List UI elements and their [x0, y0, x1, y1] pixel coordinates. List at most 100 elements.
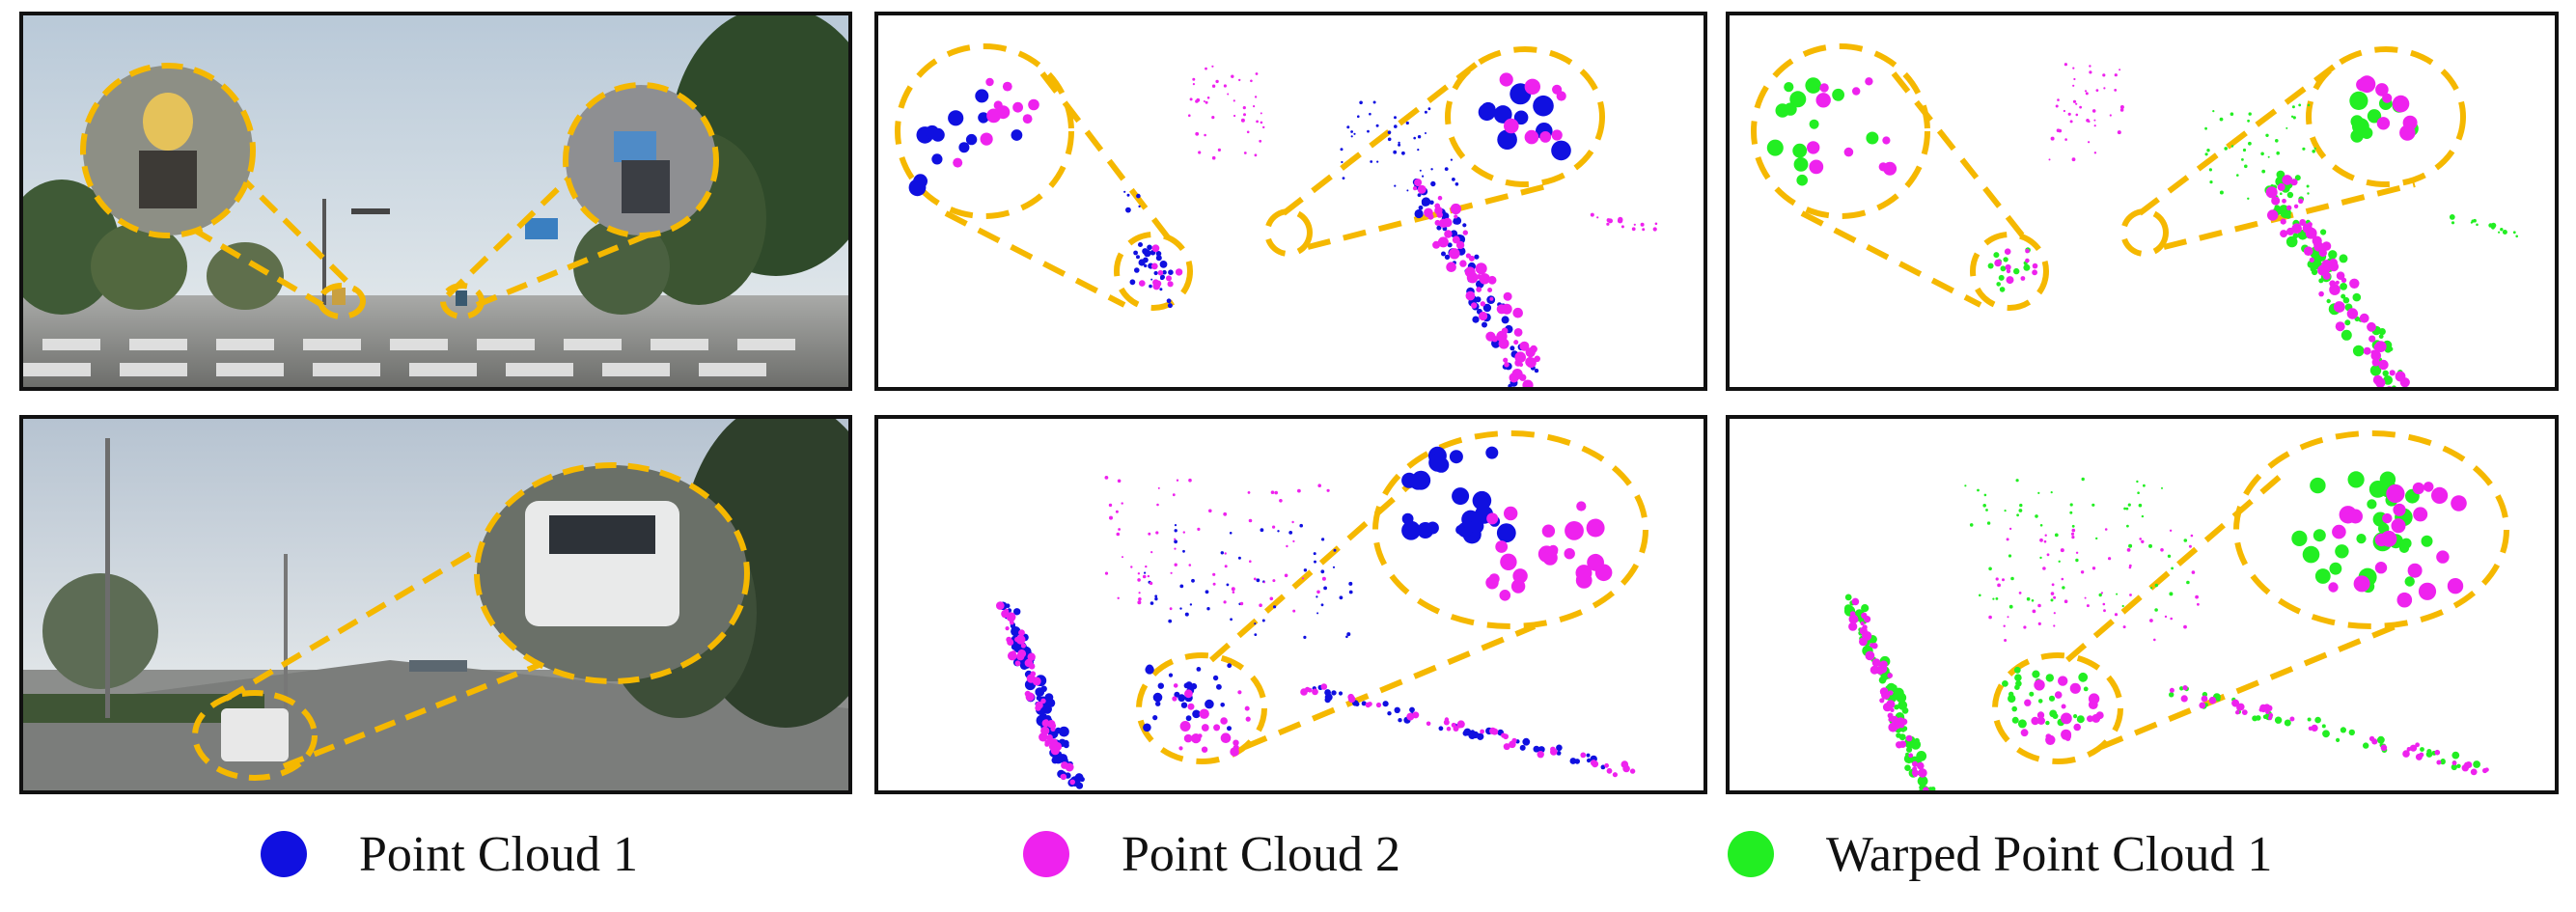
- point-cloud-1-point: [1277, 530, 1280, 533]
- point-cloud-1-point: [1288, 531, 1293, 535]
- point-cloud-2-point: [1227, 93, 1230, 96]
- warped-point-cloud-1-point: [2029, 691, 2035, 697]
- point-cloud-2-point: [1512, 568, 1528, 584]
- point-cloud-1-point: [1303, 635, 1307, 639]
- warped-point-cloud-view-row1: [1751, 43, 2518, 387]
- point-cloud-1-point: [1482, 303, 1492, 313]
- point-cloud-2-point: [1652, 227, 1657, 232]
- warped-point-cloud-1-point: [2137, 491, 2140, 494]
- point-cloud-2-point: [2375, 83, 2389, 97]
- point-cloud-1-point: [1450, 158, 1453, 161]
- point-cloud-2-point: [2086, 604, 2090, 608]
- point-cloud-2-point: [1537, 751, 1544, 759]
- point-cloud-1-point: [1189, 603, 1193, 606]
- point-cloud-2-point: [1642, 228, 1646, 232]
- point-cloud-2-point: [2241, 709, 2248, 715]
- warped-point-cloud-1-point: [2382, 370, 2389, 376]
- warped-point-cloud-1-point: [1861, 604, 1870, 613]
- warped-point-cloud-1-point: [2275, 139, 2279, 143]
- warped-point-cloud-1-point: [2186, 580, 2190, 585]
- point-cloud-2-point: [2332, 524, 2346, 539]
- warped-point-cloud-1-point: [2000, 265, 2007, 272]
- warped-point-cloud-1-point: [2125, 507, 2129, 511]
- point-cloud-2-point: [1476, 287, 1482, 292]
- point-cloud-2-point: [1513, 340, 1519, 345]
- point-cloud-2-point: [1606, 767, 1613, 774]
- point-cloud-1-point: [1177, 694, 1186, 703]
- point-cloud-1-point: [1534, 368, 1539, 373]
- warped-point-cloud-1-point: [2126, 524, 2129, 528]
- point-cloud-2-point: [1320, 683, 1328, 690]
- point-cloud-2-point: [1526, 357, 1537, 369]
- point-cloud-2-point: [1138, 597, 1142, 601]
- warped-point-cloud-1-point: [2349, 91, 2368, 110]
- point-cloud-1-point: [1485, 446, 1499, 459]
- warped-point-cloud-1-point: [2095, 537, 2098, 540]
- point-cloud-1-point: [1353, 132, 1356, 135]
- warped-point-cloud-1-point: [2290, 115, 2294, 119]
- point-cloud-2-point: [2039, 538, 2043, 542]
- point-cloud-2-point: [1590, 212, 1594, 217]
- point-cloud-2-point: [1196, 97, 1201, 102]
- point-cloud-2-point: [2053, 612, 2056, 615]
- warped-point-cloud-1-point: [2048, 695, 2056, 702]
- point-cloud-2-point: [1471, 302, 1478, 309]
- warped-point-cloud-1-point: [2098, 593, 2102, 597]
- point-cloud-2-point: [1137, 600, 1142, 605]
- point-cloud-1-point: [1320, 569, 1325, 574]
- warped-point-cloud-1-point: [2039, 524, 2043, 527]
- point-cloud-1-point: [1168, 619, 1173, 623]
- point-cloud-2-point: [2042, 567, 2046, 570]
- point-cloud-2-point: [2170, 617, 2173, 621]
- point-cloud-1-point: [1496, 523, 1516, 543]
- point-cloud-2-point: [1255, 72, 1259, 75]
- warped-point-cloud-1-point: [1910, 739, 1922, 750]
- point-cloud-1-point: [1160, 276, 1164, 281]
- point-cloud-1-point: [1475, 296, 1482, 303]
- warped-point-cloud-1-point: [2267, 155, 2270, 158]
- warped-point-cloud-1-point: [2421, 535, 2433, 547]
- point-cloud-2-point: [1326, 488, 1330, 492]
- point-cloud-2-point: [2208, 696, 2217, 705]
- point-cloud-2-point: [1211, 155, 1216, 160]
- point-cloud-1-point: [1508, 383, 1512, 387]
- point-cloud-1-point: [1454, 182, 1459, 186]
- point-cloud-2-point: [1503, 743, 1510, 751]
- point-cloud-2-point: [1020, 643, 1026, 649]
- point-cloud-2-point: [1565, 521, 1584, 540]
- point-cloud-2-point: [2036, 716, 2045, 725]
- point-cloud-2-point: [1223, 511, 1228, 516]
- point-cloud-2-point: [1246, 130, 1250, 134]
- point-cloud-2-point: [1905, 734, 1913, 742]
- warped-point-cloud-1-point: [1866, 131, 1879, 145]
- warped-point-cloud-1-point: [2456, 763, 2461, 768]
- warped-point-cloud-1-point: [2143, 484, 2146, 487]
- warped-point-cloud-1-point: [2392, 385, 2396, 387]
- point-cloud-2-point: [2321, 260, 2333, 271]
- warped-point-cloud-1-point: [1916, 751, 1927, 761]
- warped-point-cloud-1-point: [2352, 345, 2365, 357]
- point-cloud-2-point: [2358, 75, 2376, 94]
- warped-point-cloud-1-point: [2121, 604, 2124, 608]
- point-cloud-2-point: [1512, 307, 1523, 318]
- point-cloud-1-point: [1126, 193, 1130, 197]
- point-cloud-1-point: [1063, 742, 1069, 749]
- point-cloud-2-point: [2447, 578, 2464, 594]
- point-cloud-2-point: [2129, 594, 2132, 596]
- point-cloud-2-point: [1223, 84, 1227, 88]
- point-cloud-2-point: [2050, 136, 2055, 141]
- warped-point-cloud-1-point: [1987, 263, 1994, 269]
- point-cloud-2-point: [2380, 744, 2388, 752]
- point-cloud-2-point: [1253, 577, 1257, 581]
- point-cloud-2-point: [2303, 246, 2313, 256]
- point-cloud-2-point: [2058, 676, 2068, 686]
- warped-point-cloud-1-point: [2242, 148, 2247, 152]
- warped-point-cloud-panel-row2: [1726, 415, 2559, 794]
- point-cloud-2-point: [2093, 152, 2097, 154]
- point-cloud-1-point: [1212, 675, 1219, 681]
- point-cloud-1-point: [1316, 612, 1319, 615]
- warped-point-cloud-1-point: [2340, 727, 2346, 733]
- point-cloud-2-point: [1245, 716, 1251, 722]
- point-cloud-2-point: [1871, 658, 1881, 667]
- point-cloud-2-point: [1848, 622, 1858, 631]
